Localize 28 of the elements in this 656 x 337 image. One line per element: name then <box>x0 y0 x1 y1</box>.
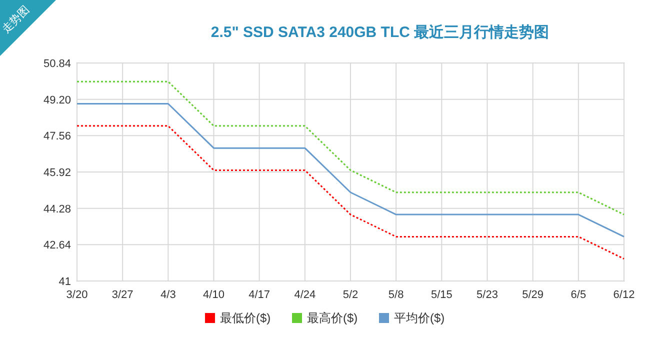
legend-label: 平均价($) <box>394 311 445 325</box>
legend-label: 最高价($) <box>307 311 358 325</box>
x-tick-label: 4/3 <box>160 289 176 301</box>
line-series <box>76 125 625 260</box>
x-tick-label: 5/2 <box>342 289 358 301</box>
line-series <box>76 80 625 216</box>
x-tick-label: 5/23 <box>476 289 498 301</box>
y-tick-label: 44.28 <box>43 203 71 216</box>
x-tick-label: 4/24 <box>294 289 316 301</box>
y-tick-label: 50.84 <box>43 58 71 70</box>
x-tick-label: 5/29 <box>522 289 544 301</box>
x-tick-label: 5/15 <box>430 289 452 301</box>
x-tick-label: 5/8 <box>388 289 404 301</box>
x-tick-label: 4/10 <box>203 289 224 301</box>
chart-title: 2.5" SSD SATA3 240GB TLC 最近三月行情走势图 <box>210 24 550 41</box>
x-tick-label: 6/12 <box>613 289 635 301</box>
legend-label: 最低价($) <box>220 311 271 325</box>
y-tick-label: 45.92 <box>43 167 71 179</box>
x-tick-label: 6/5 <box>570 289 586 301</box>
y-tick-label: 42.64 <box>43 240 71 252</box>
text: 走势图 <box>0 3 32 36</box>
y-tick-label: 41 <box>58 276 71 288</box>
line-series <box>76 103 625 238</box>
x-tick-label: 3/20 <box>66 289 88 301</box>
y-tick-label: 47.56 <box>43 130 71 143</box>
y-tick-label: 49.20 <box>43 94 71 106</box>
x-tick-label: 3/27 <box>112 289 134 301</box>
x-tick-label: 4/17 <box>248 289 270 301</box>
